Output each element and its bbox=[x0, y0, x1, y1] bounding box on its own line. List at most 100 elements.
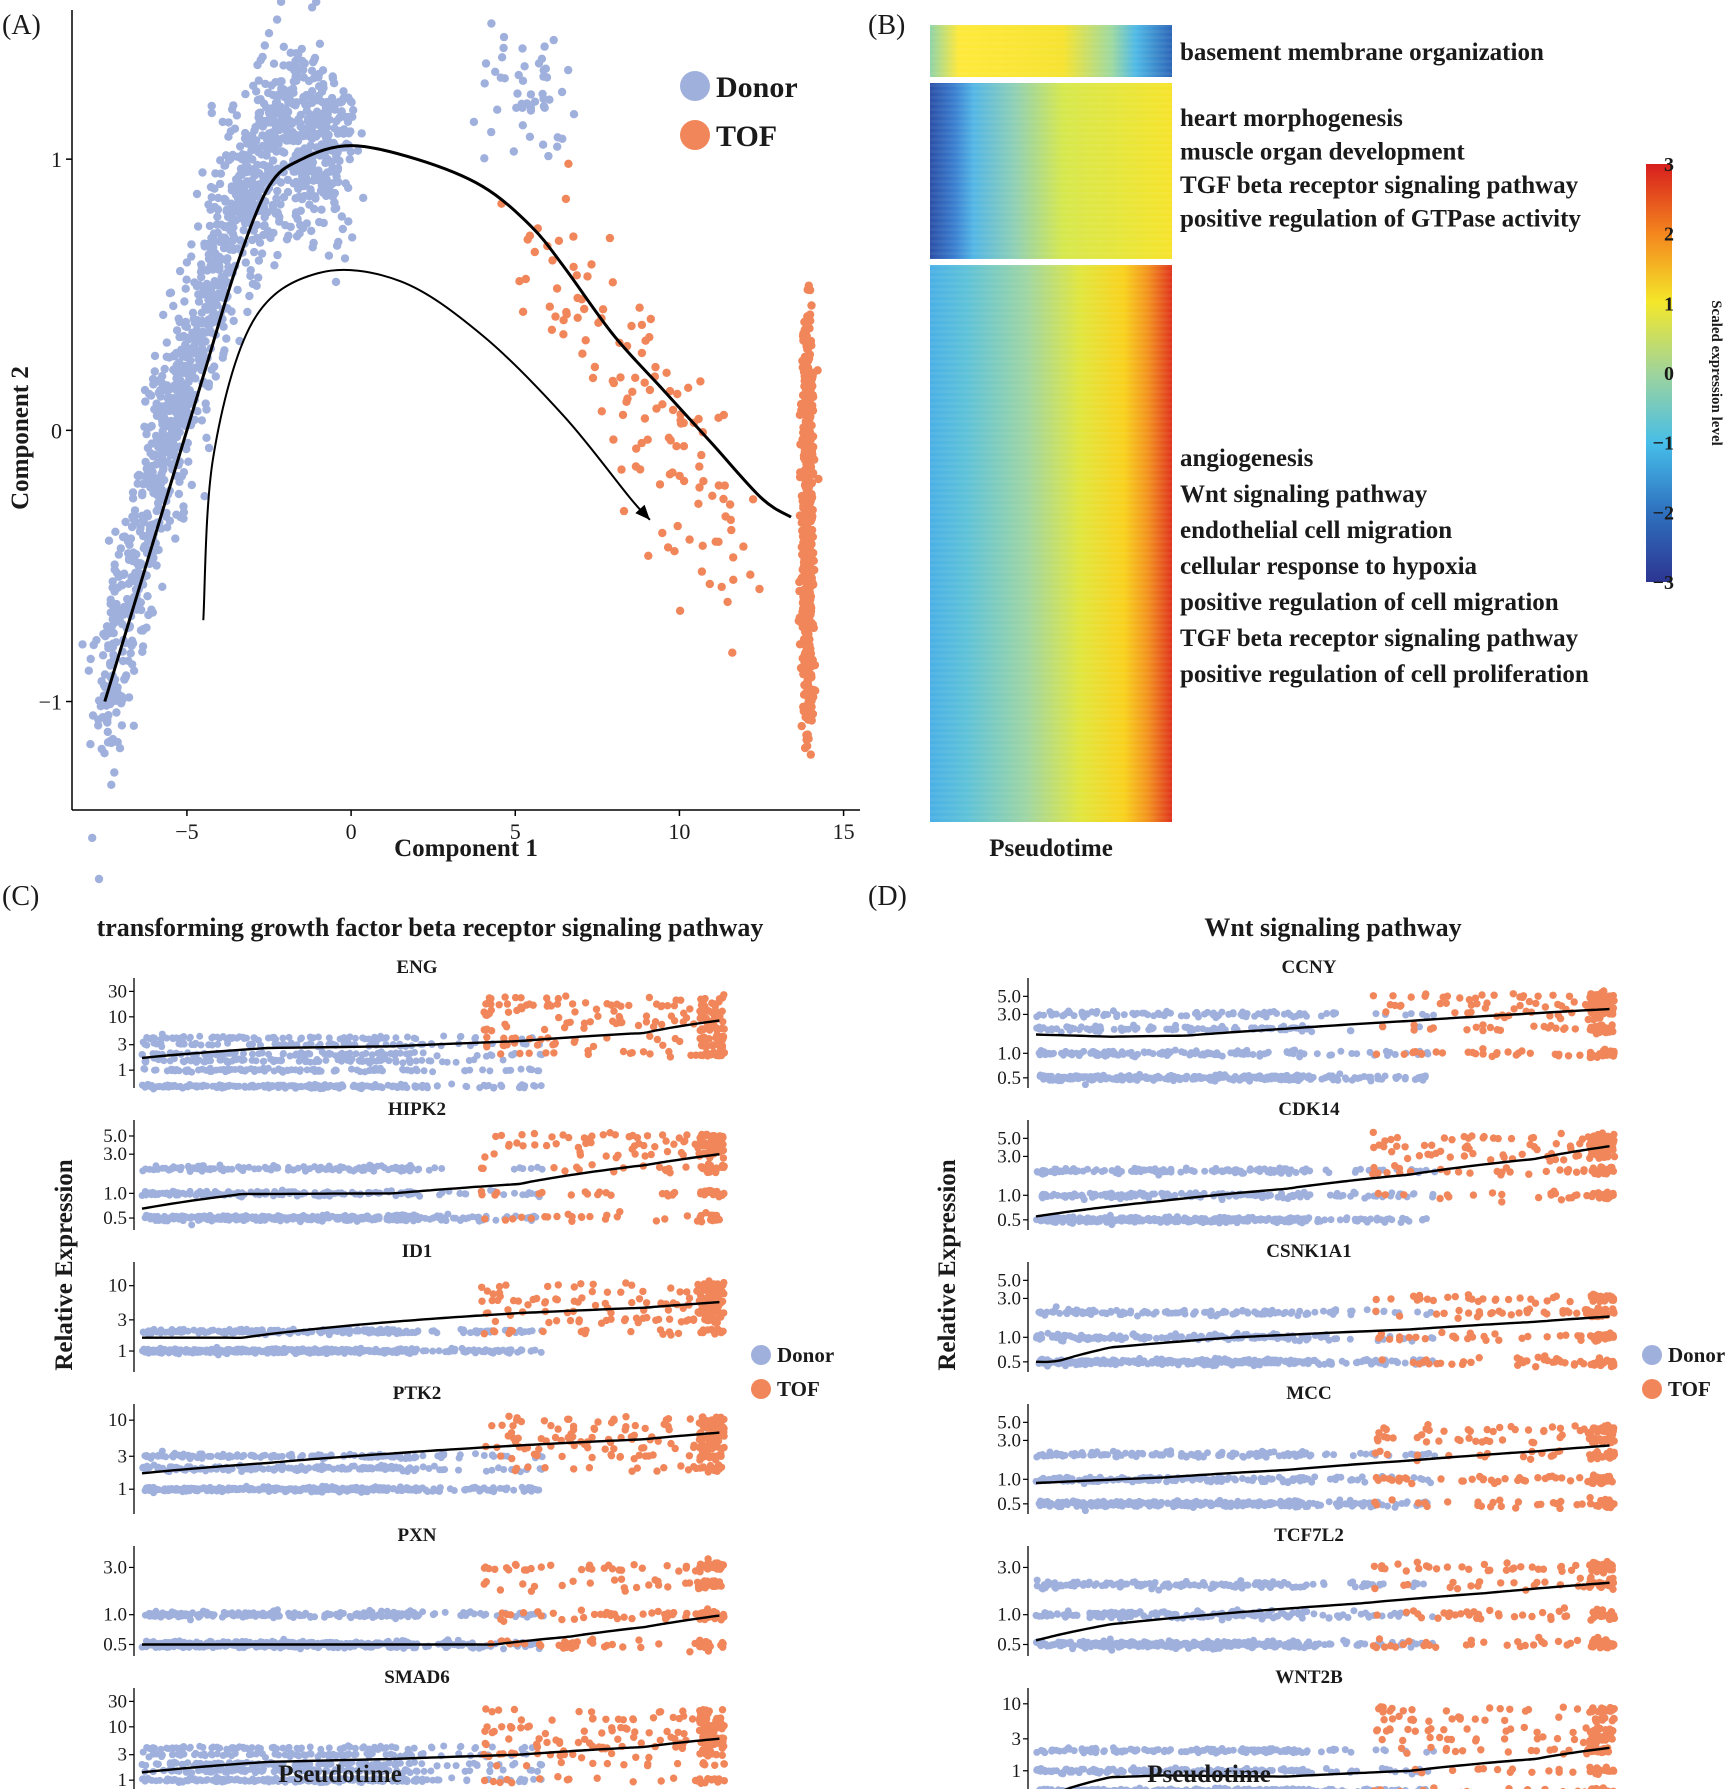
panel-b: (B) bbox=[868, 10, 1724, 862]
point-donor bbox=[519, 1165, 527, 1173]
point-donor bbox=[288, 128, 297, 137]
point-donor bbox=[225, 155, 234, 165]
point-donor bbox=[185, 1165, 193, 1173]
point-tof bbox=[501, 993, 509, 1001]
point-tof bbox=[551, 312, 560, 321]
panel-b-xlabel: Pseudotime bbox=[989, 835, 1113, 862]
point-tof bbox=[643, 1132, 652, 1140]
point-tof bbox=[802, 419, 811, 429]
point-donor bbox=[187, 252, 196, 261]
point-donor bbox=[108, 577, 117, 586]
point-donor bbox=[392, 1049, 400, 1057]
point-donor bbox=[189, 341, 199, 351]
point-donor bbox=[452, 1058, 460, 1066]
point-donor bbox=[241, 89, 250, 99]
point-tof bbox=[710, 1189, 719, 1197]
point-donor bbox=[290, 65, 300, 74]
point-donor bbox=[366, 1161, 374, 1169]
point-donor bbox=[284, 1214, 292, 1222]
point-donor bbox=[247, 131, 257, 140]
point-donor bbox=[218, 117, 227, 127]
point-donor bbox=[214, 263, 224, 272]
point-donor bbox=[292, 49, 301, 58]
point-donor bbox=[357, 129, 366, 138]
point-donor bbox=[255, 1165, 263, 1173]
point-tof bbox=[514, 1297, 523, 1305]
point-donor bbox=[170, 445, 179, 455]
point-donor bbox=[279, 1034, 287, 1042]
point-donor bbox=[181, 317, 190, 327]
point-donor bbox=[291, 208, 301, 217]
point-donor bbox=[138, 642, 148, 651]
point-tof bbox=[746, 570, 755, 579]
point-tof bbox=[799, 665, 808, 674]
point-tof bbox=[717, 1328, 725, 1337]
point-donor bbox=[246, 266, 255, 275]
point-donor bbox=[367, 1215, 375, 1223]
point-donor bbox=[371, 1348, 379, 1356]
point-donor bbox=[154, 442, 163, 452]
point-donor bbox=[371, 1064, 379, 1072]
point-tof bbox=[552, 284, 562, 293]
point-donor bbox=[182, 258, 192, 267]
point-donor bbox=[499, 1346, 507, 1354]
point-donor bbox=[259, 99, 269, 108]
point-donor bbox=[195, 1347, 202, 1355]
point-tof bbox=[617, 465, 626, 474]
point-donor bbox=[278, 1066, 286, 1074]
point-donor bbox=[518, 44, 527, 53]
point-tof bbox=[501, 1216, 510, 1224]
point-donor bbox=[378, 1162, 385, 1170]
point-donor bbox=[187, 480, 196, 490]
point-donor bbox=[371, 1034, 379, 1042]
point-donor bbox=[174, 489, 184, 499]
point-tof bbox=[591, 1301, 600, 1310]
point-donor bbox=[201, 302, 210, 312]
point-donor bbox=[261, 79, 270, 89]
point-donor bbox=[270, 140, 280, 149]
point-donor bbox=[165, 516, 175, 526]
point-tof bbox=[797, 721, 806, 731]
point-tof bbox=[727, 525, 736, 535]
colorbar-tick-label: 1 bbox=[1664, 293, 1674, 315]
point-donor bbox=[300, 144, 309, 153]
point-donor bbox=[260, 41, 269, 50]
point-tof bbox=[673, 521, 682, 531]
point-tof bbox=[493, 1188, 501, 1197]
point-donor bbox=[542, 73, 552, 82]
point-donor bbox=[107, 780, 116, 789]
point-donor bbox=[346, 1326, 354, 1334]
point-donor bbox=[110, 560, 119, 569]
point-tof bbox=[645, 993, 654, 1002]
point-tof bbox=[530, 247, 539, 257]
point-tof bbox=[531, 1141, 539, 1149]
point-donor bbox=[435, 1347, 443, 1355]
point-tof bbox=[594, 1190, 602, 1199]
point-donor bbox=[109, 610, 119, 619]
point-donor bbox=[236, 1055, 243, 1063]
point-donor bbox=[537, 1348, 545, 1356]
point-tof bbox=[570, 1283, 578, 1291]
point-tof bbox=[569, 232, 578, 241]
point-tof bbox=[517, 994, 525, 1002]
point-donor bbox=[540, 42, 549, 51]
point-donor bbox=[250, 247, 259, 257]
point-tof bbox=[683, 1131, 691, 1139]
point-tof bbox=[480, 1330, 488, 1338]
point-tof bbox=[628, 1049, 636, 1057]
legend-tof-label: TOF bbox=[716, 120, 777, 153]
point-tof bbox=[598, 305, 608, 314]
point-tof bbox=[708, 491, 717, 500]
point-donor bbox=[518, 76, 528, 86]
point-donor bbox=[136, 559, 146, 568]
point-tof bbox=[552, 1317, 561, 1325]
point-donor bbox=[442, 1217, 450, 1225]
point-donor bbox=[412, 1083, 420, 1091]
point-tof bbox=[805, 428, 815, 437]
go-term-label: positive regulation of cell proliferatio… bbox=[1180, 661, 1589, 688]
point-donor bbox=[462, 1082, 470, 1090]
point-donor bbox=[124, 579, 133, 588]
point-donor bbox=[211, 249, 220, 258]
